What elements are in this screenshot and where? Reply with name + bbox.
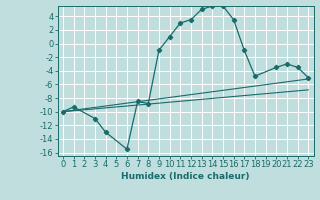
X-axis label: Humidex (Indice chaleur): Humidex (Indice chaleur) [121, 172, 250, 181]
